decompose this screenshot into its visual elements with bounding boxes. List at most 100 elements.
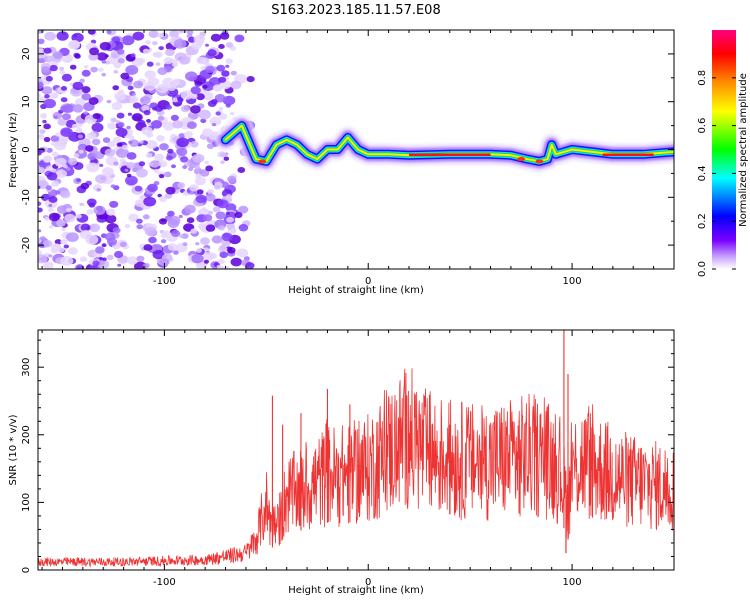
noise-speckle [189, 191, 194, 195]
figure-title: S163.2023.185.11.57.E08 [271, 3, 440, 18]
noise-speckle [182, 165, 188, 170]
noise-speckle [152, 249, 165, 260]
noise-speckle [139, 96, 151, 105]
noise-speckle [200, 237, 210, 245]
noise-speckle [236, 248, 249, 258]
noise-speckle [38, 147, 46, 153]
noise-speckle [60, 97, 68, 103]
noise-speckle [92, 260, 100, 267]
noise-speckle [60, 190, 71, 199]
noise-speckle [38, 201, 42, 206]
noise-speckle [164, 193, 173, 199]
noise-speckle [59, 66, 65, 71]
noise-speckle [152, 52, 159, 58]
noise-speckle [39, 129, 46, 134]
noise-speckle [102, 257, 107, 262]
noise-speckle [169, 30, 180, 38]
noise-speckle [51, 180, 60, 187]
colorbar-tick-label: 0.4 [697, 165, 708, 181]
noise-speckle [113, 62, 122, 69]
noise-speckle [171, 79, 181, 86]
noise-speckle [115, 127, 128, 137]
noise-speckle [48, 225, 54, 229]
noise-speckle [38, 133, 45, 140]
noise-speckle [83, 65, 89, 69]
noise-speckle [141, 126, 153, 136]
noise-speckle [177, 182, 186, 189]
noise-speckle [143, 244, 153, 251]
noise-speckle [121, 144, 129, 150]
noise-speckle [40, 113, 47, 119]
noise-speckle [60, 127, 73, 137]
noise-speckle [165, 186, 176, 195]
noise-speckle [141, 105, 150, 112]
noise-speckle [121, 35, 135, 46]
noise-speckle [38, 254, 48, 264]
noise-speckle [215, 111, 221, 116]
noise-speckle [38, 207, 43, 213]
noise-speckle [167, 84, 176, 91]
noise-speckle [148, 236, 157, 244]
snr-series [38, 330, 674, 568]
noise-speckle [79, 230, 92, 240]
noise-speckle [218, 259, 225, 265]
noise-speckle [56, 219, 66, 227]
noise-speckle [38, 78, 42, 83]
noise-speckle [155, 62, 161, 66]
noise-speckle [41, 66, 50, 73]
noise-speckle [50, 135, 60, 142]
noise-speckle [211, 235, 223, 244]
snr-x-tick-label: -100 [153, 577, 176, 588]
noise-speckle [194, 176, 206, 186]
noise-speckle [78, 149, 84, 154]
noise-speckle [178, 133, 186, 139]
noise-speckle [158, 218, 168, 225]
noise-speckle [57, 118, 67, 126]
noise-speckle [139, 140, 144, 144]
noise-speckle [102, 137, 111, 143]
spectrogram-y-tick-label: 10 [21, 95, 32, 108]
noise-speckle [111, 102, 123, 111]
noise-speckle [180, 105, 190, 113]
noise-speckle [157, 32, 164, 38]
noise-speckle [132, 92, 136, 96]
noise-speckle [90, 66, 98, 73]
noise-speckle [193, 167, 203, 175]
noise-speckle [101, 72, 106, 77]
noise-speckle [193, 34, 206, 44]
noise-speckle [184, 204, 196, 214]
noise-speckle [77, 134, 84, 139]
noise-speckle [159, 143, 169, 151]
noise-speckle [204, 160, 209, 165]
noise-speckle [128, 213, 139, 222]
noise-speckle [237, 167, 246, 173]
noise-speckle [160, 239, 167, 244]
colorbar-tick-label: 0.6 [697, 118, 708, 134]
noise-speckle [97, 259, 110, 269]
noise-speckle [125, 65, 139, 75]
noise-speckle [146, 119, 151, 123]
noise-speckle [216, 199, 229, 209]
snr-y-label: SNR (10 * v/v) [8, 414, 19, 485]
snr-line [38, 368, 674, 568]
noise-speckle [124, 175, 138, 186]
noise-speckle [117, 48, 125, 55]
spectrogram-noise [38, 30, 256, 269]
noise-speckle [38, 229, 42, 233]
noise-speckle [99, 163, 104, 167]
noise-speckle [245, 262, 255, 269]
noise-speckle [227, 247, 236, 254]
spectrogram-y-tick-label: -20 [21, 237, 32, 253]
noise-speckle [76, 178, 81, 182]
noise-speckle [229, 111, 235, 116]
noise-speckle [191, 253, 204, 264]
noise-speckle [144, 70, 156, 79]
noise-speckle [52, 51, 63, 60]
noise-speckle [156, 83, 169, 94]
noise-speckle [79, 78, 85, 84]
noise-speckle [74, 53, 81, 59]
noise-speckle [109, 200, 119, 208]
